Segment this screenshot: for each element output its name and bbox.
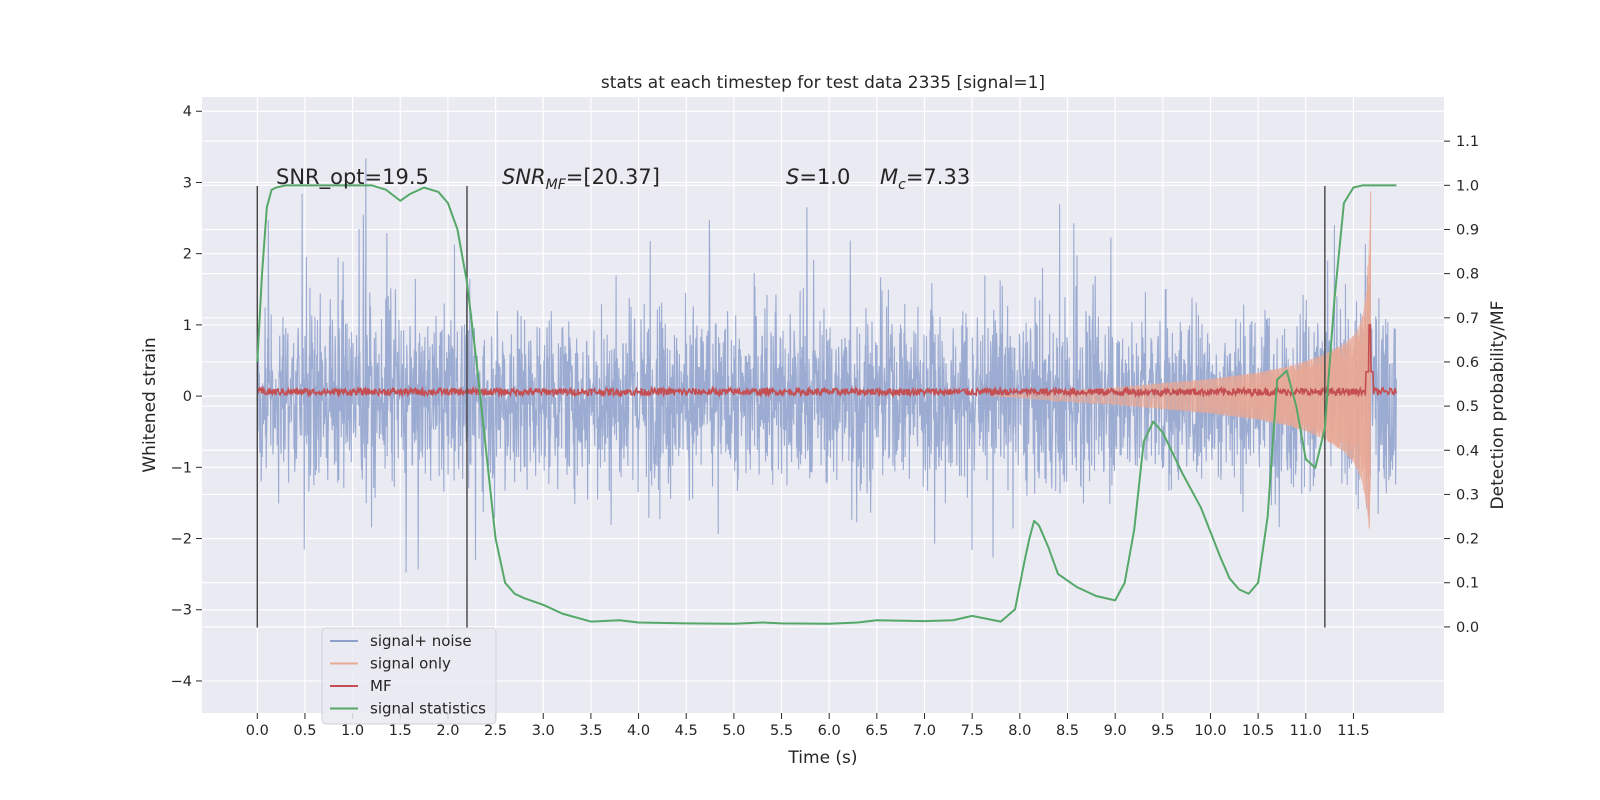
y-tick-label-right: 0.5	[1456, 399, 1479, 415]
y-tick-label-left: 2	[183, 247, 192, 263]
y-tick-label-right: 0.9	[1456, 222, 1479, 238]
snr-mf-sub: MF	[546, 177, 567, 193]
y-tick-label-right: 0.8	[1456, 267, 1479, 283]
y-tick-label-left: −1	[171, 460, 192, 476]
mc-annotation: Mc=7.33	[880, 165, 970, 193]
y-tick-label-left: 0	[183, 389, 192, 405]
x-tick-label: 3.5	[579, 723, 602, 739]
s-value: =1.0	[799, 165, 850, 189]
x-tick-label: 7.5	[961, 723, 984, 739]
x-tick-label: 0.0	[246, 723, 269, 739]
y-tick-label-right: 0.0	[1456, 620, 1479, 636]
y-tick-label-left: −2	[171, 532, 192, 548]
x-tick-label: 2.5	[484, 723, 507, 739]
snr-mf-base: SNR	[502, 165, 546, 189]
x-tick-label: 9.0	[1104, 723, 1127, 739]
x-tick-label: 11.0	[1290, 723, 1322, 739]
legend-label: signal statistics	[370, 700, 486, 718]
axes: 0.0 0.5 1.0 1.5 2.0 2.5 3.0 3.5 4.0 4.5 5.0 5.5 6.0 6…	[171, 104, 1479, 739]
mc-value: =7.33	[906, 165, 970, 189]
x-tick-label: 10.5	[1242, 723, 1274, 739]
mc-symbol: M	[880, 165, 898, 189]
mf-series	[256, 324, 1398, 399]
y-tick-label-right: 0.7	[1456, 311, 1479, 327]
snr-mf-annotation: SNRMF=[20.37]	[502, 165, 660, 193]
snr-mf-value: =[20.37]	[566, 165, 660, 189]
legend-label: MF	[370, 677, 392, 695]
y-tick-label-left: 1	[183, 318, 192, 334]
mf-trace	[256, 324, 1398, 399]
x-axis-label: Time (s)	[787, 748, 857, 768]
mc-sub: c	[898, 177, 906, 193]
y-tick-label-left: 4	[183, 104, 192, 120]
x-tick-label: 6.0	[818, 723, 841, 739]
x-tick-label: 6.5	[865, 723, 888, 739]
y-tick-label-right: 1.0	[1456, 178, 1479, 194]
legend-label: signal+ noise	[370, 632, 472, 650]
y-tick-label-right: 0.3	[1456, 487, 1479, 503]
x-tick-label: 7.0	[913, 723, 936, 739]
y-tick-label-left: −4	[171, 674, 192, 690]
signal-statistics-series	[256, 184, 1397, 625]
x-tick-label: 0.5	[293, 723, 316, 739]
signal-statistics-trace	[256, 184, 1397, 625]
y-tick-label-right: 0.6	[1456, 355, 1479, 371]
signal-only-series	[991, 189, 1372, 532]
y-tick-label-right: 1.1	[1456, 134, 1479, 150]
y-tick-label-left: 3	[183, 175, 192, 191]
s-annotation: S=1.0	[786, 165, 850, 189]
legend-box	[321, 627, 497, 725]
x-tick-label: 10.0	[1194, 723, 1226, 739]
x-tick-label: 8.5	[1056, 723, 1079, 739]
x-tick-label: 4.0	[627, 723, 650, 739]
annotations: SNR_opt=19.5 SNRMF=[20.37] S=1.0 Mc=7.33	[276, 165, 970, 193]
x-tick-label: 11.5	[1337, 723, 1369, 739]
legend: signal+ noise signal only MF signal statist…	[321, 627, 497, 725]
y-tick-label-right: 0.1	[1456, 576, 1479, 592]
legend-label: signal only	[370, 655, 451, 673]
x-tick-label: 2.0	[436, 723, 459, 739]
x-tick-label: 3.0	[532, 723, 555, 739]
y-axis-label-left: Whitened strain	[140, 337, 160, 472]
snr-opt-annotation: SNR_opt=19.5	[276, 165, 429, 190]
x-tick-label: 5.0	[722, 723, 745, 739]
x-tick-label: 1.5	[389, 723, 412, 739]
x-tick-label: 8.0	[1008, 723, 1031, 739]
y-tick-label-right: 0.2	[1456, 532, 1479, 548]
y-axis-label-right: Detection probability/MF	[1488, 301, 1508, 510]
s-symbol: S	[786, 165, 799, 189]
vertical-markers	[256, 186, 1326, 628]
x-tick-label: 4.5	[675, 723, 698, 739]
x-tick-label: 5.5	[770, 723, 793, 739]
x-tick-label: 1.0	[341, 723, 364, 739]
y-tick-label-right: 0.4	[1456, 443, 1479, 459]
x-tick-label: 9.5	[1151, 723, 1174, 739]
y-tick-label-left: −3	[171, 603, 192, 619]
chart-title: stats at each timestep for test data 233…	[601, 73, 1045, 93]
